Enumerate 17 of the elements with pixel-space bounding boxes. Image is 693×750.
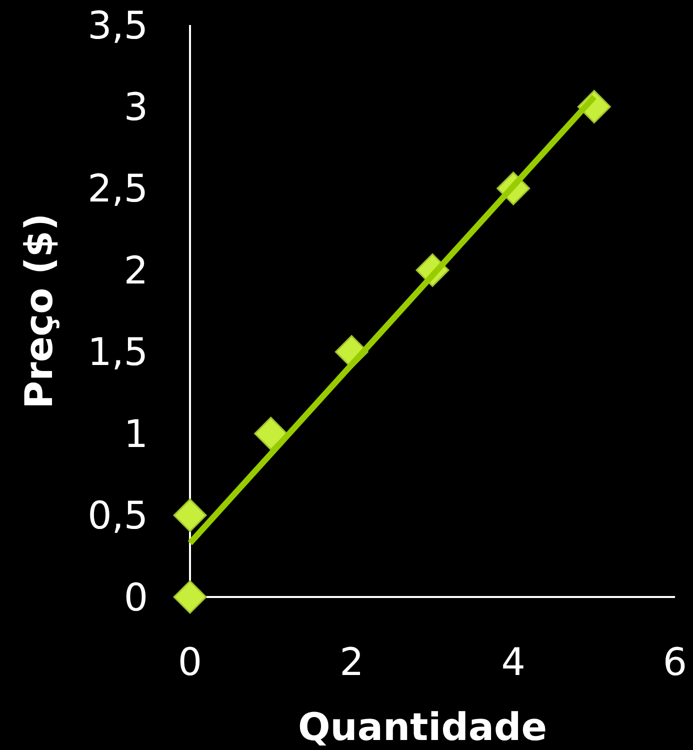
x-tick-label: 6 xyxy=(662,640,688,684)
point xyxy=(173,498,207,532)
point xyxy=(173,580,207,614)
x-tick-label: 0 xyxy=(178,640,202,684)
y-axis-title: Preço ($) xyxy=(17,213,61,409)
y-tick-label: 0 xyxy=(124,575,148,620)
y-tick-label: 0,5 xyxy=(88,494,148,538)
point xyxy=(254,416,288,450)
y-tick-label: 2,5 xyxy=(88,166,148,211)
x-axis-title: Quantidade xyxy=(298,705,548,749)
x-tick-label: 2 xyxy=(340,640,364,684)
y-tick-label: 3,5 xyxy=(88,3,148,48)
y-tick-label: 1 xyxy=(124,412,148,456)
y-tick-label: 3 xyxy=(124,85,148,130)
x-tick-label: 4 xyxy=(501,640,526,684)
y-tick-label: 2 xyxy=(124,248,148,292)
y-tick-label: 1,5 xyxy=(88,330,148,374)
